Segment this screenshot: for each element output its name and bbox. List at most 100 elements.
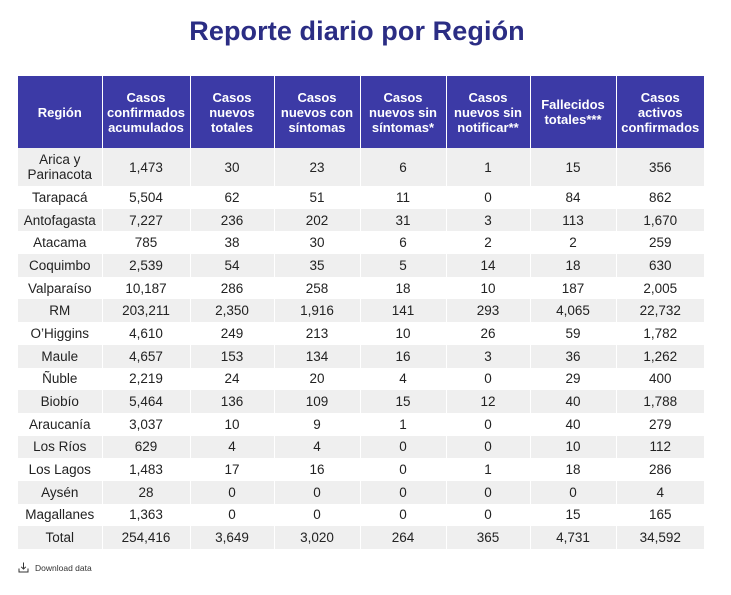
- value-cell: 34,592: [615, 526, 704, 549]
- value-cell: 203,211: [101, 299, 190, 323]
- value-cell: 0: [445, 480, 530, 504]
- value-cell: 202: [273, 208, 360, 232]
- value-cell: 630: [615, 254, 704, 277]
- value-cell: 0: [189, 480, 274, 504]
- value-cell: 0: [445, 503, 530, 527]
- region-cell: Magallanes: [18, 503, 102, 527]
- region-cell: Antofagasta: [18, 208, 102, 232]
- value-cell: 785: [101, 231, 190, 255]
- value-cell: 38: [189, 231, 274, 255]
- value-cell: 5,504: [101, 186, 190, 209]
- region-cell: Biobío: [18, 390, 102, 413]
- value-cell: 1,916: [273, 299, 360, 323]
- value-cell: 2,005: [615, 276, 704, 300]
- value-cell: 153: [189, 344, 274, 368]
- value-cell: 9: [273, 412, 360, 436]
- value-cell: 10: [529, 435, 616, 459]
- value-cell: 112: [615, 435, 704, 459]
- download-data-link[interactable]: Download data: [18, 562, 92, 573]
- value-cell: 0: [529, 480, 616, 504]
- value-cell: 236: [189, 208, 274, 232]
- table-row: Tarapacá 5,504 62 51 11 0 84 862: [18, 186, 704, 209]
- table-row: Valparaíso 10,187 286 258 18 10 187 2,005: [18, 276, 704, 300]
- region-cell: Tarapacá: [18, 186, 102, 209]
- value-cell: 16: [273, 458, 360, 481]
- column-header: Casos nuevos sin síntomas*: [359, 76, 446, 148]
- value-cell: 54: [189, 254, 274, 277]
- value-cell: 40: [529, 390, 616, 413]
- value-cell: 23: [273, 148, 360, 186]
- column-header: Casos nuevos totales: [189, 76, 274, 148]
- total-row: Total 254,416 3,649 3,020 264 365 4,731 34,592: [18, 526, 704, 549]
- value-cell: 16: [359, 344, 446, 368]
- region-cell: Ñuble: [18, 367, 102, 391]
- value-cell: 213: [273, 322, 360, 345]
- region-cell: Los Ríos: [18, 435, 102, 459]
- value-cell: 15: [359, 390, 446, 413]
- value-cell: 3,020: [273, 526, 360, 549]
- table-row: Arica y Parinacota 1,473 30 23 6 1 15 356: [18, 148, 704, 186]
- table-row: Maule 4,657 153 134 16 3 36 1,262: [18, 344, 704, 368]
- value-cell: 51: [273, 186, 360, 209]
- value-cell: 3: [445, 344, 530, 368]
- value-cell: 11: [359, 186, 446, 209]
- table-row: Atacama 785 38 30 6 2 2 259: [18, 231, 704, 255]
- value-cell: 1,262: [615, 344, 704, 368]
- value-cell: 0: [445, 412, 530, 436]
- column-header: Casos confirmados acumulados: [101, 76, 190, 148]
- value-cell: 356: [615, 148, 704, 186]
- table-row: Biobío 5,464 136 109 15 12 40 1,788: [18, 390, 704, 413]
- value-cell: 1: [445, 458, 530, 481]
- value-cell: 2,539: [101, 254, 190, 277]
- value-cell: 0: [445, 367, 530, 391]
- column-header: Casos nuevos con síntomas: [273, 76, 360, 148]
- region-cell: Araucanía: [18, 412, 102, 436]
- value-cell: 2,350: [189, 299, 274, 323]
- value-cell: 18: [359, 276, 446, 300]
- value-cell: 59: [529, 322, 616, 345]
- table-row: Antofagasta 7,227 236 202 31 3 113 1,670: [18, 208, 704, 232]
- value-cell: 10: [445, 276, 530, 300]
- region-cell: Atacama: [18, 231, 102, 255]
- download-data-label: Download data: [35, 562, 92, 573]
- value-cell: 141: [359, 299, 446, 323]
- region-cell: RM: [18, 299, 102, 323]
- value-cell: 136: [189, 390, 274, 413]
- value-cell: 4: [615, 480, 704, 504]
- value-cell: 2: [529, 231, 616, 255]
- value-cell: 36: [529, 344, 616, 368]
- region-cell: Coquimbo: [18, 254, 102, 277]
- column-header: Región: [18, 76, 102, 148]
- table-row: RM 203,211 2,350 1,916 141 293 4,065 22,732: [18, 299, 704, 323]
- value-cell: 1,473: [101, 148, 190, 186]
- value-cell: 187: [529, 276, 616, 300]
- value-cell: 629: [101, 435, 190, 459]
- value-cell: 31: [359, 208, 446, 232]
- table-row: Los Lagos 1,483 17 16 0 1 18 286: [18, 458, 704, 481]
- table-row: Los Ríos 629 4 4 0 0 10 112: [18, 435, 704, 459]
- table-body: Arica y Parinacota 1,473 30 23 6 1 15 356 Tarapa…: [18, 148, 704, 549]
- region-cell: Maule: [18, 344, 102, 368]
- value-cell: 258: [273, 276, 360, 300]
- value-cell: 4: [359, 367, 446, 391]
- value-cell: 15: [529, 503, 616, 527]
- value-cell: 4,065: [529, 299, 616, 323]
- value-cell: 4: [189, 435, 274, 459]
- value-cell: 293: [445, 299, 530, 323]
- region-cell: Total: [18, 526, 102, 549]
- value-cell: 134: [273, 344, 360, 368]
- value-cell: 400: [615, 367, 704, 391]
- table-row: O’Higgins 4,610 249 213 10 26 59 1,782: [18, 322, 704, 345]
- value-cell: 6: [359, 148, 446, 186]
- table-row: Araucanía 3,037 10 9 1 0 40 279: [18, 412, 704, 436]
- region-cell: Los Lagos: [18, 458, 102, 481]
- value-cell: 0: [189, 503, 274, 527]
- value-cell: 279: [615, 412, 704, 436]
- value-cell: 22,732: [615, 299, 704, 323]
- value-cell: 1,670: [615, 208, 704, 232]
- value-cell: 15: [529, 148, 616, 186]
- value-cell: 7,227: [101, 208, 190, 232]
- value-cell: 4,731: [529, 526, 616, 549]
- table-row: Aysén 28 0 0 0 0 0 4: [18, 480, 704, 504]
